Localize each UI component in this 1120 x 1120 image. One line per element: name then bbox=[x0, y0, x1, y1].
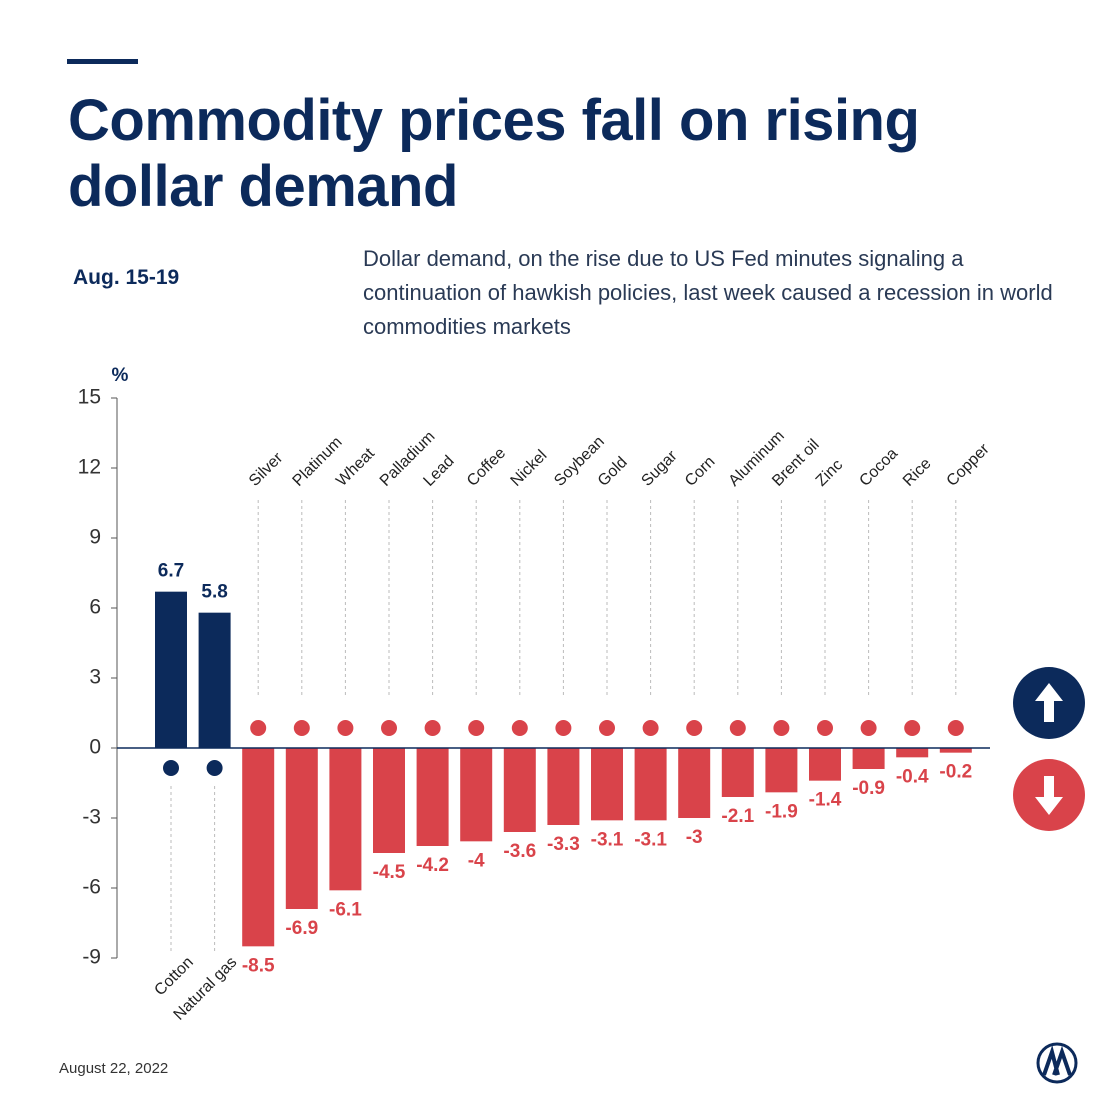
value-label: -3.6 bbox=[503, 841, 536, 862]
category-label: Rice bbox=[900, 455, 935, 490]
icon bbox=[642, 720, 659, 736]
bar bbox=[198, 612, 231, 748]
category-label: Zinc bbox=[813, 456, 846, 489]
value-label: -6.9 bbox=[285, 918, 318, 939]
period: Aug. 15-19 bbox=[73, 266, 180, 289]
category-label: Nickel bbox=[508, 447, 551, 490]
icon bbox=[337, 720, 354, 736]
icon bbox=[424, 720, 441, 736]
subtitle: Dollar demand, on the rise due to US Fed… bbox=[363, 246, 1053, 339]
y-tick-label: -3 bbox=[82, 806, 101, 829]
date: August 22, 2022 bbox=[59, 1060, 169, 1077]
y-tick-label: 3 bbox=[89, 666, 101, 689]
bar bbox=[678, 748, 711, 818]
down-indicator bbox=[1013, 759, 1085, 831]
logo bbox=[1036, 1042, 1078, 1084]
icon bbox=[817, 720, 833, 736]
top-rule bbox=[67, 59, 138, 64]
icon bbox=[381, 720, 397, 736]
bar bbox=[242, 748, 275, 947]
icon bbox=[511, 720, 528, 736]
bar bbox=[285, 748, 318, 909]
y-tick-label: -9 bbox=[82, 946, 101, 969]
icon bbox=[206, 760, 223, 776]
category-label: Gold bbox=[595, 454, 631, 490]
value-label: -0.2 bbox=[939, 762, 972, 783]
category-label: Coffee bbox=[464, 445, 509, 490]
value-label: -3.1 bbox=[634, 829, 667, 850]
category-label: Sugar bbox=[638, 447, 681, 490]
icon bbox=[904, 720, 921, 736]
bar bbox=[155, 591, 187, 748]
category-label: Lead bbox=[420, 453, 457, 490]
icon bbox=[555, 720, 572, 736]
value-label: -2.1 bbox=[721, 806, 754, 827]
value-label: 5.8 bbox=[201, 582, 227, 603]
bar bbox=[809, 748, 841, 781]
y-tick-label: -6 bbox=[82, 876, 101, 899]
icon bbox=[729, 720, 746, 736]
category-label: Corn bbox=[682, 453, 719, 490]
bar bbox=[416, 748, 449, 846]
category-label: Copper bbox=[944, 440, 994, 490]
value-label: -4 bbox=[468, 850, 485, 871]
y-unit: % bbox=[112, 365, 129, 386]
bar bbox=[939, 748, 972, 753]
value-label: -3.3 bbox=[547, 834, 580, 855]
y-tick-label: 9 bbox=[89, 526, 101, 549]
y-tick-label: 15 bbox=[78, 386, 101, 409]
bar bbox=[503, 748, 536, 832]
y-tick-label: 6 bbox=[89, 596, 101, 619]
bar bbox=[373, 748, 405, 853]
value-label: -0.4 bbox=[896, 766, 929, 787]
bar bbox=[329, 748, 362, 891]
icon bbox=[293, 720, 310, 736]
category-label: Cocoa bbox=[856, 445, 901, 490]
y-tick-label: 12 bbox=[78, 456, 101, 479]
bar bbox=[460, 748, 493, 842]
icon bbox=[860, 720, 877, 736]
bar bbox=[721, 748, 754, 797]
icon bbox=[773, 720, 790, 736]
value-label: -1.4 bbox=[809, 790, 842, 811]
bar bbox=[896, 748, 929, 758]
icon bbox=[468, 720, 485, 736]
chart-title: Commodity prices fall on rising dollar d… bbox=[68, 88, 920, 219]
bar bbox=[591, 748, 623, 821]
bar bbox=[634, 748, 667, 821]
value-label: -8.5 bbox=[242, 955, 275, 976]
icon bbox=[599, 720, 615, 736]
value-label: -3.1 bbox=[591, 829, 624, 850]
value-label: -4.5 bbox=[373, 862, 406, 883]
value-label: -6.1 bbox=[329, 899, 362, 920]
category-label: Silver bbox=[246, 449, 287, 490]
icon bbox=[686, 720, 703, 736]
bar bbox=[547, 748, 580, 825]
up-indicator bbox=[1013, 667, 1085, 739]
bar bbox=[852, 748, 885, 769]
value-label: -3 bbox=[686, 827, 703, 848]
value-label: -4.2 bbox=[416, 855, 449, 876]
icon bbox=[250, 720, 267, 736]
value-label: -0.9 bbox=[852, 778, 885, 799]
y-tick-label: 0 bbox=[89, 736, 101, 759]
value-label: -1.9 bbox=[765, 801, 798, 822]
bar bbox=[765, 748, 798, 793]
icon bbox=[947, 720, 964, 736]
value-label: 6.7 bbox=[158, 561, 184, 582]
icon bbox=[163, 760, 179, 776]
